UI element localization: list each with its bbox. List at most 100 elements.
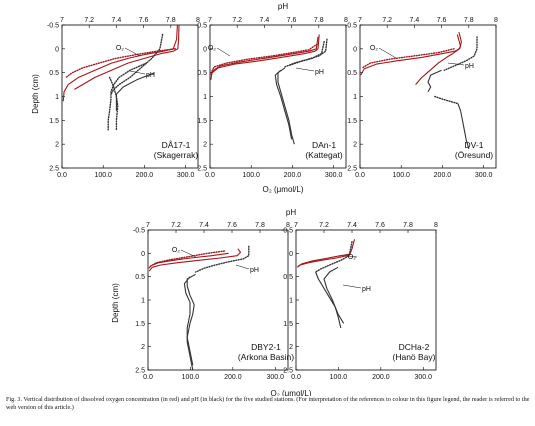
ph-tick-label: 7.6 [287,17,297,24]
o2-tick-label: 100.0 [330,374,348,381]
o2-tick-label: 100.0 [94,172,112,179]
ph-annotation: pH [146,72,155,79]
figure-caption: Fig. 3. Vertical distribution of dissolv… [6,396,530,411]
depth-tick-label: 1 [55,94,59,101]
ph-profile-line [314,240,353,273]
o2-profile-line [415,34,462,85]
ph-tick-label: 8 [344,17,348,24]
depth-tick-label: 1 [289,298,293,305]
ph-axis-title-top: pH [278,2,288,11]
depth-tick-label: -0.5 [47,23,59,30]
ph-annotation: pH [250,267,259,274]
o2-tick-label: 0.0 [291,374,301,381]
depth-tick-label: -0.5 [133,228,145,235]
o2-tick-label: 300.0 [177,172,195,179]
ph-annotation-leader [129,70,146,75]
depth-tick-label: 1.5 [197,118,207,125]
depth-tick-label: -0.5 [195,23,207,30]
ph-annotation: pH [465,63,474,70]
chart-panels: 7 7.2 7.4 7.6 7.8 80.0 100.0 200.0 300.0-0.500.5… [47,17,498,381]
depth-tick-label: 1.5 [49,118,59,125]
ph-tick-label: 7.8 [255,222,265,229]
ph-profile-line [107,62,148,131]
ph-profile-line [183,276,194,371]
o2-annotation: O₂ [172,247,180,254]
o2-tick-label: 100.0 [242,172,260,179]
ph-tick-label: 7.6 [139,17,149,24]
ph-profile-line [323,266,345,324]
ph-annotation-leader [342,284,362,289]
depth-tick-label: 1 [353,94,357,101]
depth-tick-label: 0 [289,251,293,258]
panel-dv-1: 7 7.2 7.4 7.6 7.8 8 0.0 100.0 200.0 300.0 -0.5 0 0.5… [345,17,498,179]
ph-annotation: pH [315,69,324,76]
ph-tick-label: 7 [60,17,64,24]
depth-tick-label: 0.5 [347,70,357,77]
panel-dan-1: 7 7.2 7.4 7.6 7.8 8 0.0 100.0 200.0 300.0 -0.5 0 0.5… [195,17,348,179]
o2-profile-line [361,48,455,69]
o2-profile-line [148,252,229,269]
station-region: (Hanö Bay) [393,352,436,362]
ph-profile-line [108,76,119,131]
panel-d-17-1: 7 7.2 7.4 7.6 7.8 8 0.0 100.0 200.0 300.0 -0.5 0 0.5… [47,17,200,179]
station-name: DBY2-1 [251,342,281,352]
o2-tick-label: 200.0 [136,172,154,179]
o2-profile-line [210,34,320,80]
depth-tick-label: 2 [203,142,207,149]
figure-3-chart: pH pH O₂ (μmol/L) O₂ (μmol/L) Depth (cm)… [31,2,498,396]
o2-annotation: O₂ [208,45,216,52]
ph-tick-label: 7 [294,222,298,229]
station-name: DÅ17-1 [162,140,191,150]
o2-annotation: O₂ [370,45,378,52]
ph-tick-label: 7.6 [375,222,385,229]
ph-profile-line [110,33,164,95]
o2-profile-line [297,253,349,267]
o2-tick-label: 200.0 [434,172,452,179]
o2-annotation: O₂ [116,45,124,52]
depth-tick-label: 0.5 [49,70,59,77]
o2-tick-label: 200.0 [372,374,390,381]
ph-tick-label: 7.4 [410,17,420,24]
depth-tick-label: 0 [55,46,59,53]
ph-tick-label: 7.8 [403,222,413,229]
o2-tick-label: 100.0 [182,374,200,381]
depth-axis-title-bottom: Depth (cm) [111,283,120,323]
station-region: (Arkona Basin) [238,352,294,362]
ph-tick-label: 8 [434,222,438,229]
o2-tick-label: 300.0 [475,172,493,179]
ph-profile-line [315,271,342,329]
ph-tick-label: 7.4 [199,222,209,229]
o2-tick-label: 100.0 [392,172,410,179]
o2-profile-line [62,24,178,102]
o2-tick-label: 0.0 [205,172,215,179]
depth-tick-label: -0.5 [281,228,293,235]
ph-annotation-leader [447,62,465,66]
o2-profile-line [210,36,319,76]
o2-profile-line [74,24,180,90]
ph-tick-label: 7.2 [84,17,94,24]
o2-tick-label: 0.0 [355,172,365,179]
depth-tick-label: 0.5 [197,70,207,77]
o2-profile-line [148,248,242,272]
ph-tick-label: 7.6 [227,222,237,229]
o2-tick-label: 300.0 [267,374,285,381]
o2-annotation-leader [216,47,231,57]
depth-tick-label: 1.5 [283,321,293,328]
depth-axis-title-top: Depth (cm) [31,74,40,114]
ph-tick-label: 7.2 [232,17,242,24]
ph-profile-line [186,273,196,366]
o2-profile-line [296,239,356,268]
o2-profile-line [210,43,318,74]
ph-tick-label: 7.8 [166,17,176,24]
station-name: DAn-1 [312,140,336,150]
ph-axis-title-bottom: pH [286,208,296,217]
ph-tick-label: 7.4 [347,222,357,229]
depth-tick-label: 0.5 [135,274,145,281]
ph-tick-label: 8 [286,222,290,229]
ph-annotation-leader [235,264,250,270]
ph-profile-line [427,69,442,92]
ph-tick-label: 7.2 [319,222,329,229]
ph-tick-label: 7.8 [464,17,474,24]
ph-annotation-leader [295,67,315,72]
ph-profile-line [288,41,325,67]
